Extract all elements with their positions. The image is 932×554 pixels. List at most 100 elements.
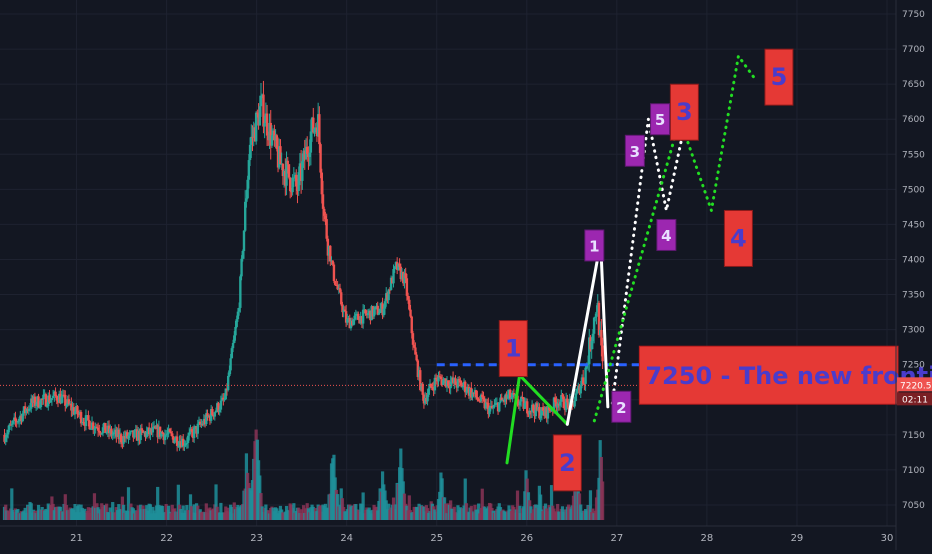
candle-body [544,407,547,416]
candle-body [67,399,71,404]
candle-body [70,403,73,411]
x-tick-label: 27 [610,533,623,544]
candle-body [186,435,190,443]
candle-body [278,146,281,168]
candle-body [25,409,28,413]
candle-body [146,427,150,432]
candle-body [556,403,559,408]
candle-body [191,431,195,438]
candle-body [28,408,32,410]
candle-body [262,94,265,127]
candle-body [601,345,604,362]
candle-body [338,288,342,293]
candle-body [274,135,277,141]
candle-body [494,402,497,405]
wave-label-text: 5 [771,63,788,91]
candle-body [575,389,579,394]
candle-body [440,379,444,385]
candle-body [152,426,156,428]
candle-body [27,408,31,411]
volume-layer [2,429,605,520]
candle-body [11,420,15,424]
candle-body [485,402,489,404]
x-tick-label: 22 [160,533,173,544]
candle-body [167,429,170,434]
candle-body [8,424,11,430]
candle-body [333,280,337,285]
volume-bar [529,506,533,520]
candle-body [55,396,58,401]
candle-body [202,418,206,425]
candle-body [15,420,18,423]
candle-body [490,405,494,409]
candle-body [521,397,524,399]
candle-body [64,394,67,406]
candle-body [143,432,146,434]
candle-body [343,309,347,312]
volume-bar [156,486,160,520]
candle-layer [3,80,604,452]
volume-bar [176,484,180,520]
candle-body [5,434,9,438]
candle-body [22,406,26,414]
candle-body [105,432,108,434]
candle-body [60,396,63,404]
volume-bar [464,503,469,520]
candle-body [212,415,215,417]
candle-body [229,358,232,371]
candle-body [95,426,99,428]
y-tick-label: 7150 [902,431,925,441]
candle-body [179,441,182,448]
wave-label-box [552,434,582,492]
candle-body [190,429,193,432]
candle-body [76,406,79,415]
candle-body [235,319,238,327]
candle-body [123,436,127,439]
candle-body [580,377,584,386]
y-tick-label: 7450 [902,220,925,230]
candle-body [39,398,43,408]
candle-body [488,407,491,415]
volume-bar [601,481,605,520]
candle-body [319,144,322,173]
candle-body [309,131,313,153]
candle-body [472,392,475,394]
wave-label-box [656,218,677,251]
candle-body [275,135,279,150]
candle-body [173,440,176,443]
candle-body [577,385,580,390]
candle-body [588,337,591,365]
candle-body [404,273,407,279]
candle-body [282,171,286,177]
candle-body [30,398,33,409]
candle-body [392,269,395,284]
candle-body [94,426,97,429]
candle-body [327,245,331,256]
candle-body [530,404,534,413]
candle-body [303,150,306,160]
countdown-box [897,392,932,406]
candle-body [127,435,130,439]
candle-body [160,431,163,437]
candle-body [436,379,439,382]
volume-bar [181,505,185,520]
volume-bar [29,503,33,520]
candle-body [581,377,585,384]
candle-body [188,432,191,436]
candle-body [330,260,333,262]
candle-body [522,397,525,409]
candle-body [174,436,178,441]
candle-body [507,389,511,396]
candle-body [540,407,544,416]
volume-bar [105,503,109,520]
candle-body [383,301,387,309]
candle-body [100,433,103,435]
candle-body [301,161,304,181]
candle-body [237,307,241,312]
candle-body [312,117,315,133]
candle-body [340,292,343,305]
candle-body [244,201,247,231]
candle-body [141,430,145,433]
candle-body [326,238,330,256]
